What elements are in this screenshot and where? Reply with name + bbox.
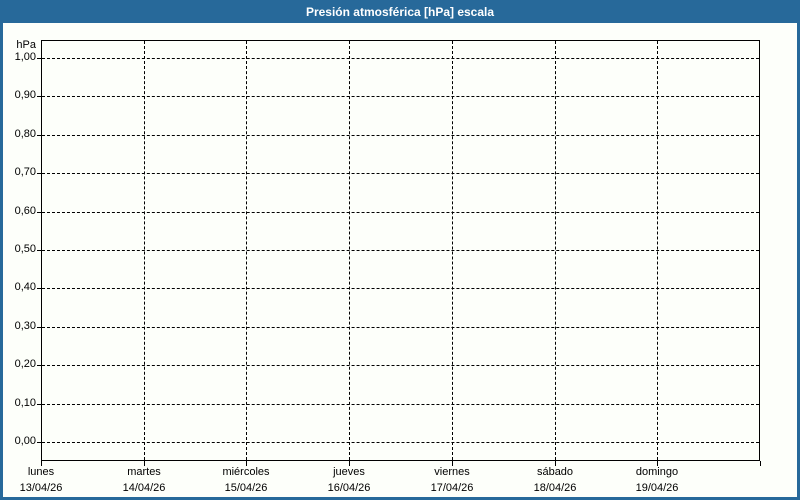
- y-axis-tick: [37, 212, 41, 213]
- x-day-label: lunes: [27, 466, 55, 478]
- y-grid-line: [42, 404, 759, 405]
- x-axis-tick: [349, 461, 350, 466]
- x-axis-tick: [41, 461, 42, 466]
- y-axis-tick: [37, 250, 41, 251]
- x-axis-tick: [760, 461, 761, 466]
- y-axis-tick: [37, 96, 41, 97]
- x-axis-tick: [555, 461, 556, 466]
- x-grid-line: [657, 41, 658, 460]
- x-axis-tick: [657, 461, 658, 466]
- y-grid-line: [42, 212, 759, 213]
- x-grid-line: [144, 41, 145, 460]
- x-axis-tick: [144, 461, 145, 466]
- y-tick-label: 0,90: [14, 89, 36, 101]
- x-day-label: martes: [127, 466, 161, 478]
- x-day-label: viernes: [434, 466, 470, 478]
- chart-title-bar: Presión atmosférica [hPa] escala: [0, 0, 800, 23]
- y-grid-line: [42, 288, 759, 289]
- x-day-label: sábado: [536, 466, 574, 478]
- x-grid-line: [555, 41, 556, 460]
- y-grid-line: [42, 173, 759, 174]
- x-date-label: 18/04/26: [533, 482, 577, 494]
- y-grid-line: [42, 58, 759, 59]
- x-axis-tick: [452, 461, 453, 466]
- plot-area: [41, 40, 760, 461]
- y-grid-line: [42, 365, 759, 366]
- x-day-label: jueves: [333, 466, 365, 478]
- x-day-label: domingo: [635, 466, 679, 478]
- x-grid-line: [349, 41, 350, 460]
- y-grid-line: [42, 135, 759, 136]
- y-grid-line: [42, 327, 759, 328]
- x-date-label: 19/04/26: [635, 482, 679, 494]
- y-axis-tick: [37, 442, 41, 443]
- y-grid-line: [42, 442, 759, 443]
- x-date-label: 14/04/26: [122, 482, 166, 494]
- y-axis-tick: [37, 173, 41, 174]
- y-axis-tick: [37, 58, 41, 59]
- x-grid-line: [246, 41, 247, 460]
- y-tick-label: 0,40: [14, 281, 36, 293]
- panel-border-bottom: [0, 497, 800, 500]
- panel-border-right: [797, 23, 800, 500]
- x-grid-line: [452, 41, 453, 460]
- y-grid-line: [42, 96, 759, 97]
- y-tick-label: 0,30: [14, 320, 36, 332]
- x-day-label: miércoles: [222, 466, 270, 478]
- x-axis-tick: [246, 461, 247, 466]
- y-grid-line: [42, 250, 759, 251]
- y-axis-unit-label: hPa: [16, 39, 36, 51]
- y-axis-tick: [37, 135, 41, 136]
- y-tick-label: 0,60: [14, 205, 36, 217]
- x-date-label: 15/04/26: [224, 482, 268, 494]
- y-tick-label: 0,50: [14, 243, 36, 255]
- y-tick-label: 0,80: [14, 128, 36, 140]
- y-tick-label: 0,70: [14, 166, 36, 178]
- x-date-label: 17/04/26: [430, 482, 474, 494]
- y-tick-label: 1,00: [14, 51, 36, 63]
- x-date-label: 13/04/26: [19, 482, 63, 494]
- y-axis-tick: [37, 365, 41, 366]
- y-axis-tick: [37, 288, 41, 289]
- y-axis-tick: [37, 404, 41, 405]
- y-tick-label: 0,00: [14, 435, 36, 447]
- x-date-label: 16/04/26: [327, 482, 371, 494]
- chart-title: Presión atmosférica [hPa] escala: [305, 4, 495, 19]
- y-tick-label: 0,10: [14, 397, 36, 409]
- panel-border-left: [0, 23, 3, 500]
- y-axis-tick: [37, 327, 41, 328]
- y-tick-label: 0,20: [14, 358, 36, 370]
